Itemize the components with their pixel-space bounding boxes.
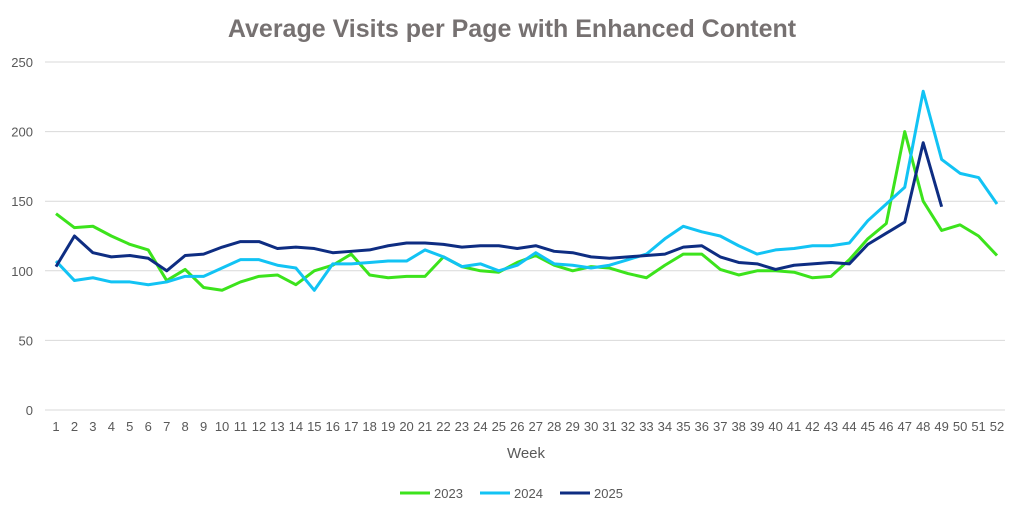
x-tick-label: 28 [547, 419, 561, 434]
x-tick-label: 19 [381, 419, 395, 434]
y-tick-label: 100 [11, 264, 33, 279]
x-tick-label: 17 [344, 419, 358, 434]
x-tick-label: 30 [584, 419, 598, 434]
x-axis-label: Week [507, 445, 546, 462]
x-tick-label: 23 [455, 419, 469, 434]
x-tick-label: 21 [418, 419, 432, 434]
x-tick-label: 2 [71, 419, 78, 434]
x-tick-label: 44 [842, 419, 856, 434]
x-tick-label: 18 [362, 419, 376, 434]
x-tick-label: 47 [898, 419, 912, 434]
y-tick-label: 250 [11, 55, 33, 70]
x-tick-label: 41 [787, 419, 801, 434]
x-tick-label: 43 [824, 419, 838, 434]
x-tick-label: 6 [145, 419, 152, 434]
x-tick-label: 1 [52, 419, 59, 434]
legend-label-2023: 2023 [434, 486, 463, 501]
x-tick-label: 40 [768, 419, 782, 434]
x-tick-label: 29 [565, 419, 579, 434]
x-tick-label: 20 [399, 419, 413, 434]
legend-label-2025: 2025 [594, 486, 623, 501]
x-tick-label: 7 [163, 419, 170, 434]
x-tick-label: 12 [252, 419, 266, 434]
x-tick-label: 46 [879, 419, 893, 434]
x-tick-label: 32 [621, 419, 635, 434]
x-tick-label: 31 [602, 419, 616, 434]
x-tick-label: 42 [805, 419, 819, 434]
series-line-2023 [55, 130, 999, 292]
legend-label-2024: 2024 [514, 486, 543, 501]
x-tick-label: 8 [182, 419, 189, 434]
x-tick-label: 4 [108, 419, 115, 434]
series-line-2024 [54, 89, 999, 292]
x-tick-label: 13 [270, 419, 284, 434]
series-line-2025 [54, 141, 944, 273]
x-tick-label: 36 [695, 419, 709, 434]
x-tick-label: 51 [971, 419, 985, 434]
x-tick-label: 45 [861, 419, 875, 434]
x-tick-label: 39 [750, 419, 764, 434]
x-tick-label: 10 [215, 419, 229, 434]
x-tick-label: 34 [658, 419, 672, 434]
y-tick-label: 50 [19, 333, 33, 348]
x-tick-label: 49 [934, 419, 948, 434]
x-tick-label: 14 [289, 419, 303, 434]
y-tick-label: 0 [26, 403, 33, 418]
x-tick-label: 11 [234, 419, 248, 434]
x-tick-label: 37 [713, 419, 727, 434]
x-tick-label: 3 [89, 419, 96, 434]
x-tick-label: 15 [307, 419, 321, 434]
x-tick-label: 35 [676, 419, 690, 434]
x-tick-label: 27 [528, 419, 542, 434]
x-tick-label: 33 [639, 419, 653, 434]
x-tick-label: 26 [510, 419, 524, 434]
x-tick-label: 16 [326, 419, 340, 434]
y-tick-label: 150 [11, 194, 33, 209]
x-tick-label: 38 [731, 419, 745, 434]
x-tick-label: 25 [492, 419, 506, 434]
x-tick-label: 48 [916, 419, 930, 434]
y-tick-label: 200 [11, 125, 33, 140]
x-tick-label: 52 [990, 419, 1004, 434]
x-tick-label: 22 [436, 419, 450, 434]
chart-title: Average Visits per Page with Enhanced Co… [228, 15, 797, 43]
x-tick-label: 50 [953, 419, 967, 434]
x-tick-label: 24 [473, 419, 487, 434]
x-tick-label: 5 [126, 419, 133, 434]
x-tick-label: 9 [200, 419, 207, 434]
